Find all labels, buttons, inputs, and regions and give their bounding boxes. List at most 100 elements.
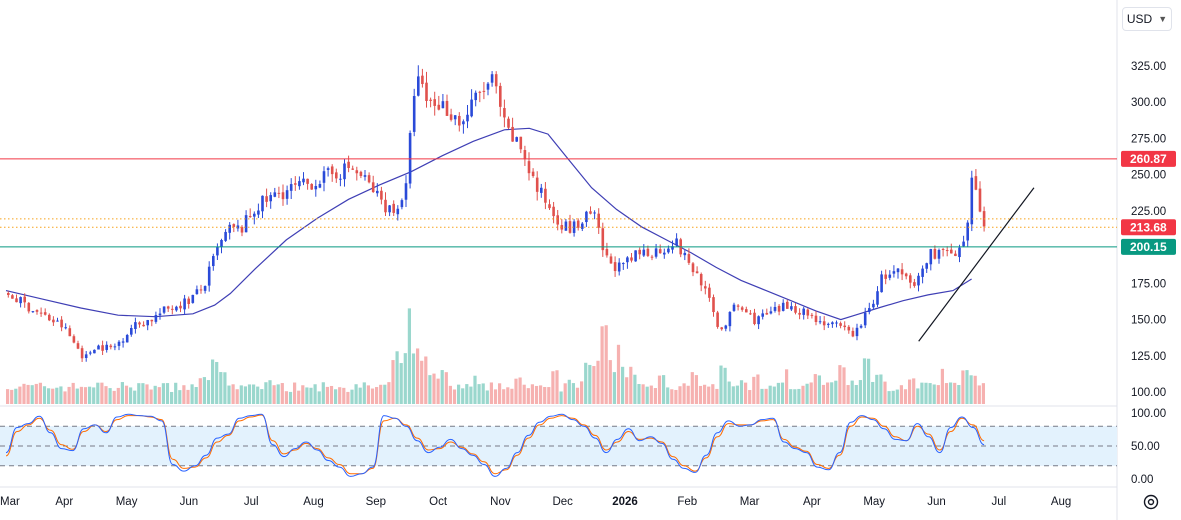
price-lines	[0, 158, 1117, 342]
volume-bar	[928, 383, 932, 404]
volume-bar	[674, 389, 678, 404]
volume-bar	[690, 372, 694, 404]
candle-body	[43, 312, 47, 315]
candle-body	[605, 249, 609, 256]
candle-body	[175, 306, 178, 311]
candle-body	[417, 76, 420, 96]
volume-bar	[719, 365, 723, 404]
volume-bar	[723, 367, 727, 404]
volume-bar	[370, 388, 375, 404]
candle-body	[970, 177, 974, 225]
candle-body	[113, 346, 117, 348]
volume-bar	[932, 384, 936, 404]
volume-bar	[789, 389, 793, 404]
candle-body	[298, 181, 301, 187]
volume-bar	[51, 388, 55, 404]
volume-bar	[522, 384, 526, 404]
candle-body	[347, 161, 350, 168]
volume-bar	[908, 379, 912, 404]
volume-bar	[563, 383, 567, 404]
volume-bar	[694, 375, 698, 404]
volume-bar	[145, 384, 149, 404]
volume-bar	[748, 390, 752, 404]
volume-bar	[969, 375, 973, 404]
volume-bar	[223, 372, 227, 404]
time-tick-label: Oct	[429, 496, 448, 508]
candle-body	[646, 248, 650, 256]
volume-bar	[79, 386, 83, 404]
volume-bar	[854, 384, 858, 404]
candle-body	[322, 171, 326, 183]
volume-bar	[375, 387, 379, 404]
time-tick-label: Aug	[1051, 496, 1071, 508]
candle-body	[125, 335, 129, 343]
volume-bar	[477, 384, 481, 404]
price-tick-label: 100.00	[1131, 387, 1166, 399]
volume-bar	[592, 366, 596, 404]
candle-body	[449, 114, 453, 120]
candle-body	[64, 327, 67, 329]
volume-bar	[280, 383, 284, 404]
volume-bar	[575, 387, 580, 404]
candle-body	[740, 307, 744, 310]
candle-body	[691, 263, 695, 273]
candlestick-series	[7, 65, 986, 362]
volume-bar	[461, 388, 465, 404]
candle-body	[593, 212, 596, 214]
volume-bar	[104, 386, 108, 404]
price-tick-label: 225.00	[1131, 206, 1166, 218]
volume-bar	[678, 386, 682, 404]
volume-bar	[604, 325, 608, 404]
volume-bar	[867, 358, 871, 404]
volume-bar	[137, 383, 141, 404]
volume-bar	[235, 389, 239, 404]
volume-bar	[444, 372, 448, 404]
volume-bar	[875, 374, 879, 404]
candle-body	[802, 308, 805, 315]
candle-body	[89, 352, 92, 354]
candle-body	[207, 266, 211, 286]
candle-body	[355, 170, 359, 174]
candle-body	[859, 325, 863, 328]
volume-bar	[465, 384, 469, 404]
candle-body	[929, 249, 933, 265]
gear-icon[interactable]	[1141, 492, 1161, 512]
volume-bar	[440, 370, 444, 404]
candle-body	[613, 262, 617, 272]
candle-body	[863, 312, 867, 326]
time-tick-label: Nov	[490, 496, 511, 508]
candle-body	[48, 314, 51, 321]
volume-bar	[764, 388, 768, 404]
candle-body	[503, 108, 506, 118]
price-tick-label: 150.00	[1131, 315, 1166, 327]
volume-bar	[297, 390, 301, 404]
candle-body	[294, 183, 297, 185]
price-tag	[1121, 150, 1176, 167]
volume-bar	[198, 378, 202, 404]
volume-bar	[366, 385, 370, 404]
candle-body	[117, 341, 121, 346]
time-tick-label: Jun	[927, 496, 946, 508]
candle-body	[109, 345, 113, 348]
volume-bar	[362, 382, 366, 404]
candle-body	[732, 304, 736, 311]
candle-body	[962, 241, 965, 247]
volume-bar	[22, 383, 26, 404]
volume-bar	[530, 384, 534, 404]
candle-body	[232, 224, 236, 227]
volume-bar	[920, 382, 924, 404]
candle-body	[142, 324, 145, 327]
volume-bar	[206, 380, 211, 404]
stochastic-tick-label: 100.00	[1131, 408, 1166, 420]
volume-bar	[760, 388, 764, 404]
candle-body	[130, 328, 133, 335]
candle-body	[868, 308, 871, 313]
volume-bar	[342, 387, 346, 404]
candle-body	[552, 206, 555, 217]
currency-selector[interactable]: USD ▼	[1122, 7, 1172, 31]
candle-body	[384, 199, 387, 213]
stochastic-tick-label: 0.00	[1131, 474, 1153, 486]
volume-bar	[744, 382, 748, 404]
candle-body	[306, 178, 309, 184]
